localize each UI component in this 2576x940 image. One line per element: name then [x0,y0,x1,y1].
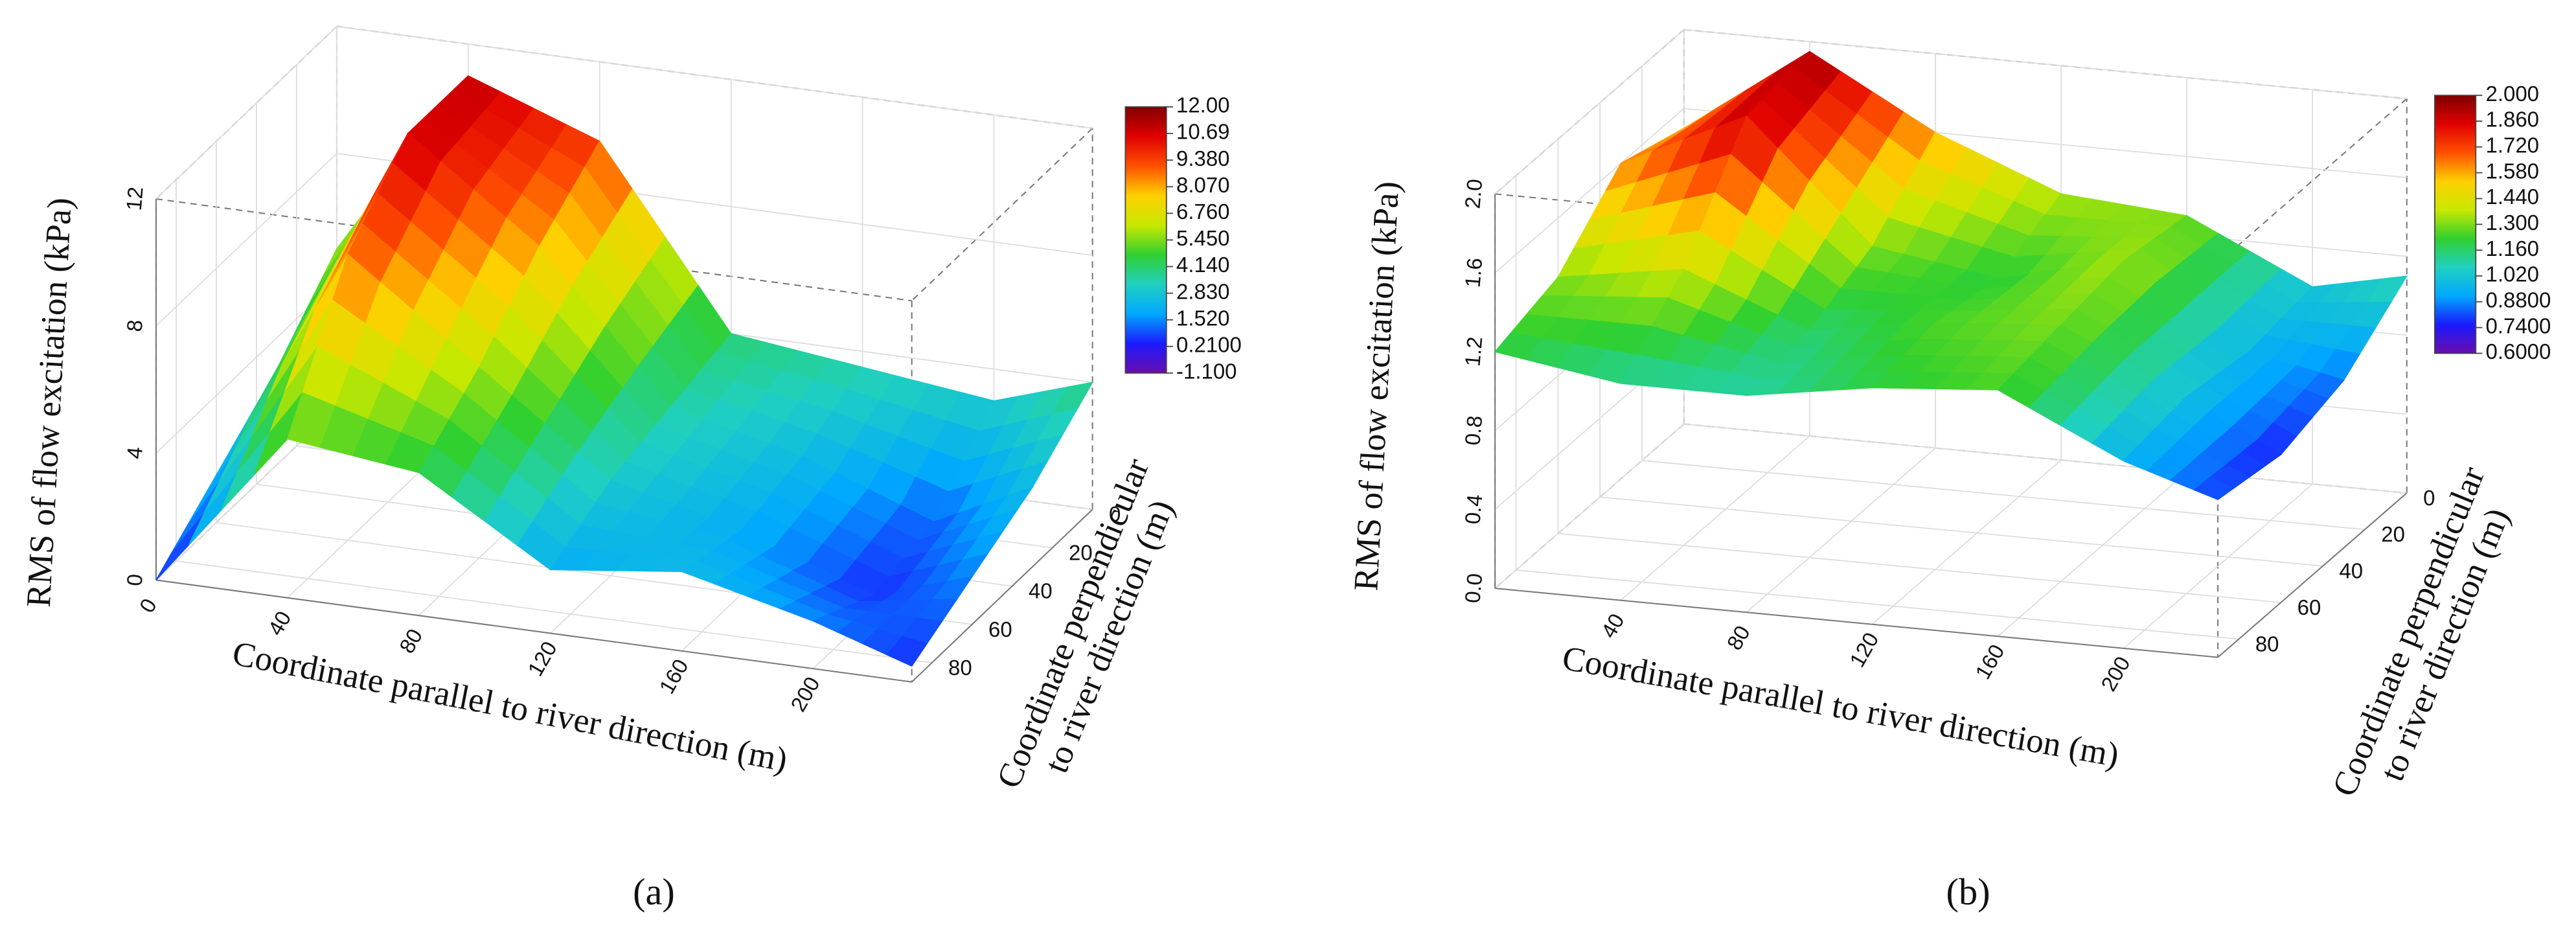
z-tick-label: 1.6 [1460,257,1487,288]
colorbar-tick-label: 2.000 [2486,82,2540,106]
colorbar-tick-label: 1.520 [1176,306,1230,330]
z-tick-label: 1.2 [1460,336,1487,367]
y-tick-label: 0 [1109,502,1121,526]
colorbar-tick-label: 6.760 [1176,200,1230,224]
colorbar-tick-label: 1.020 [2486,262,2540,286]
z-tick-label: 0 [122,573,147,586]
x-tick-label: 200 [2096,652,2135,695]
colorbar-tick-label: -1.100 [1176,360,1237,384]
y-tick-label: 40 [1029,579,1053,603]
colorbar-tick-label: 10.69 [1176,120,1230,144]
x-axis [1494,588,2218,658]
z-tick-label: 12 [122,186,148,212]
grid-line [1683,29,2407,100]
grid-line [2123,483,2313,649]
z-tick-label: 2.0 [1460,178,1487,210]
colorbar-tick-label: 1.580 [2486,159,2540,183]
y-tick-label: 60 [988,617,1012,641]
colorbar-tick-label: 1.300 [2486,211,2540,235]
grid-line [1641,459,2365,531]
x-axis-title: Coordinate parallel to river direction (… [1560,639,2122,774]
grid-line [336,25,1093,129]
colorbar-tick-label: 4.140 [1176,253,1230,277]
grid-line [176,560,932,663]
grid-line [1871,459,2062,625]
grid-line [1516,569,2239,640]
x-tick-label: 160 [1970,640,2009,683]
x-tick-label: 80 [394,625,427,657]
grid-line [1620,435,1810,601]
z-axis-title: RMS of flow excitation (kPa) [19,197,79,608]
z-tick-label: 0.4 [1460,494,1487,525]
grid-line [1494,108,1685,273]
x-tick-label: 80 [1722,621,1754,654]
panel-caption: (a) [633,871,675,913]
colorbar-tick-label: 1.160 [2486,236,2540,260]
y-tick-label: 20 [2381,522,2405,546]
colorbar-tick-label: 5.450 [1176,226,1230,250]
surface-panel: 40 80 120 160 200 0 20 40 60 80 0.0 0.4 0.8 1.2 1.6 2.0… [1347,29,2551,913]
box-edge [2217,98,2408,264]
z-tick-label: 8 [122,319,147,332]
y-tick-label: 80 [2255,632,2279,656]
x-tick-label: 40 [263,607,295,639]
x-tick-label: 160 [654,655,693,698]
y-tick-label: 80 [948,656,972,680]
x-tick-label: 120 [1845,628,1884,671]
surface-patch [886,636,928,667]
x-tick-label: 0 [135,594,161,616]
colorbar-tick-label: 12.00 [1176,93,1230,117]
y-tick-label: 40 [2339,559,2363,583]
z-tick-label: 0.8 [1460,415,1487,446]
x-tick-label: 200 [786,672,825,715]
surface-patch [155,513,205,580]
x-tick-label: 120 [523,637,562,680]
y-axis [2217,492,2408,658]
grid-line [1558,533,2281,603]
colorbar-tick-label: 1.440 [2486,185,2540,209]
x-tick-label: 40 [1596,610,1628,642]
y-tick-label: 0 [2423,486,2435,510]
grid-line [1494,29,1685,195]
colorbar-tick-label: 1.720 [2486,133,2540,157]
y-tick-label: 20 [1069,540,1093,564]
grid-line [155,153,337,327]
x-axis [155,579,912,683]
surface-patch [2193,477,2235,501]
y-tick-label: 60 [2297,595,2321,619]
colorbar-tick-label: 8.070 [1176,173,1230,197]
grid-line [1494,423,1685,589]
colorbar-tick-label: 2.830 [1176,279,1230,303]
z-tick-label: 0.0 [1460,572,1487,604]
panel-caption: (b) [1946,871,1990,913]
colorbar-tick-label: 9.380 [1176,146,1230,170]
z-axis-title: RMS of flow excitation (kPa) [1347,180,1406,591]
colorbar-tick-label: 0.6000 [2486,339,2551,363]
colorbar-tick-label: 1.860 [2486,108,2540,132]
box-edge [911,128,1093,301]
grid-line [155,26,337,200]
z-tick-label: 4 [122,446,147,459]
grid-line [1997,471,2187,637]
colorbar [2434,95,2477,354]
colorbar [1124,106,1167,374]
x-axis-title: Coordinate parallel to river direction (… [229,634,790,779]
colorbar-tick-label: 0.2100 [1176,332,1242,356]
grid-line [1600,496,2323,567]
y-axis [911,509,1093,683]
colorbar-tick-label: 0.8800 [2486,288,2551,312]
grid-line [1683,423,2407,494]
surface-panel: 0 40 80 120 160 200 0 20 40 60 80 0 4 8 12 RMS of flow … [19,25,1242,913]
grid-line [1746,447,1936,613]
colorbar-tick-label: 0.7400 [2486,314,2551,338]
